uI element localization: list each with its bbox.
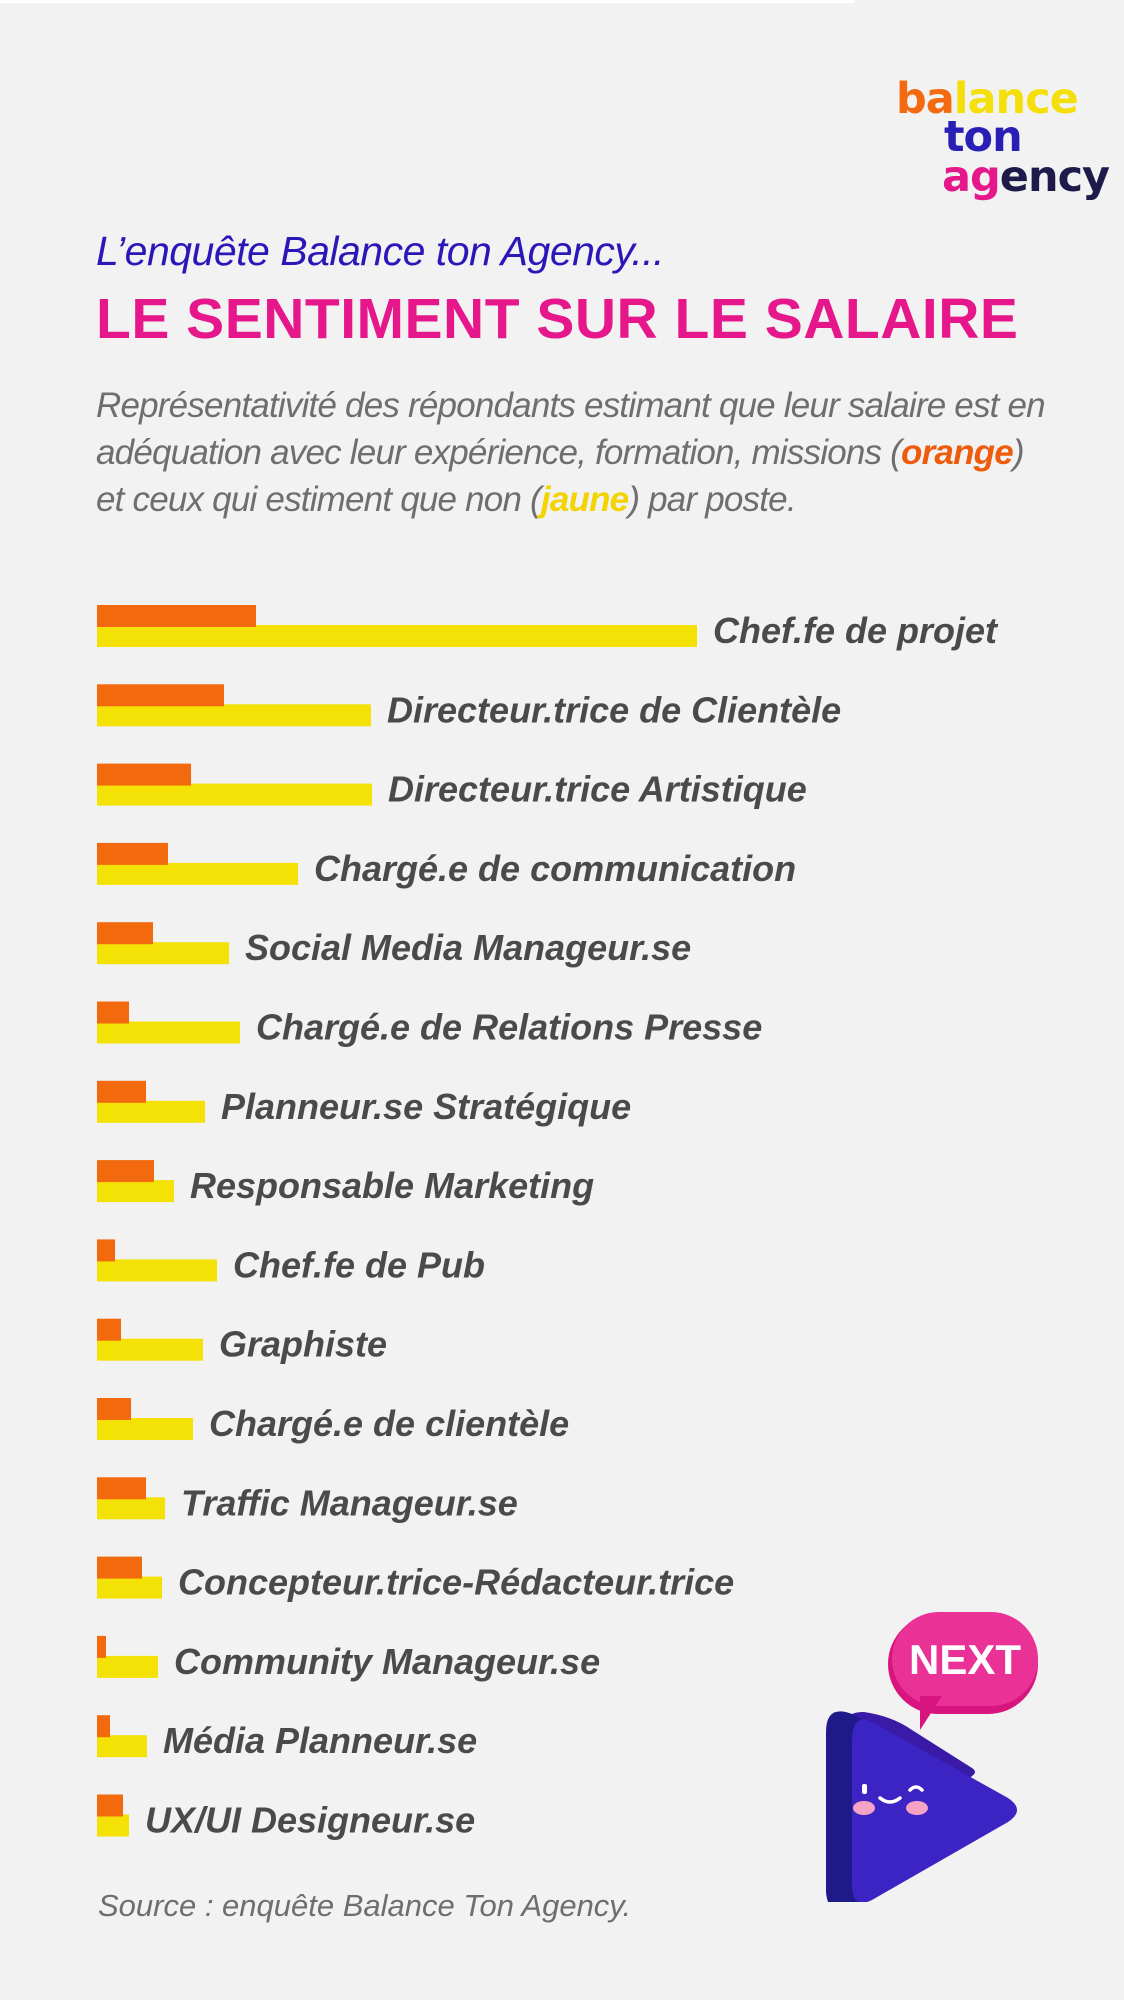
bar-orange-11 xyxy=(97,1477,146,1500)
category-label: Concepteur.trice-Rédacteur.trice xyxy=(178,1562,734,1603)
bar-yellow-13 xyxy=(97,1655,158,1678)
logo-line-3: agency xyxy=(942,152,1110,202)
bar-orange-1 xyxy=(97,684,224,707)
category-label: Responsable Marketing xyxy=(190,1165,594,1206)
category-label: Directeur.trice Artistique xyxy=(388,769,807,810)
bar-yellow-11 xyxy=(97,1497,165,1520)
category-label: Média Planneur.se xyxy=(163,1720,477,1761)
bar-orange-3 xyxy=(97,842,168,865)
bar-orange-15 xyxy=(97,1794,123,1817)
bar-yellow-14 xyxy=(97,1735,147,1758)
bar-orange-7 xyxy=(97,1160,154,1183)
intro-heading: L’enquête Balance ton Agency... xyxy=(96,228,665,274)
bar-orange-5 xyxy=(97,1001,129,1024)
bar-orange-4 xyxy=(97,922,153,945)
next-button-label: NEXT xyxy=(908,1636,1021,1683)
bar-yellow-1 xyxy=(97,704,371,727)
bar-orange-10 xyxy=(97,1398,131,1420)
top-strip xyxy=(0,0,855,3)
chart-description: Représentativité des répondants estimant… xyxy=(96,386,1046,519)
bar-orange-9 xyxy=(97,1318,121,1341)
category-label: Graphiste xyxy=(219,1324,387,1365)
category-label: Directeur.trice de Clientèle xyxy=(387,689,841,730)
bar-yellow-4 xyxy=(97,942,229,965)
bar-yellow-12 xyxy=(97,1576,162,1599)
next-button[interactable]: NEXT xyxy=(812,1612,1044,1902)
bar-yellow-3 xyxy=(97,862,298,885)
logo-line-1: balance xyxy=(896,74,1079,124)
bar-yellow-8 xyxy=(97,1259,217,1282)
bar-yellow-2 xyxy=(97,783,372,806)
bar-orange-8 xyxy=(97,1239,115,1262)
bar-orange-13 xyxy=(97,1635,106,1658)
yellow-legend-word: jaune xyxy=(540,480,629,519)
bar-yellow-10 xyxy=(97,1418,193,1440)
logo-line-2: ton xyxy=(944,112,1023,162)
category-label: UX/UI Designeur.se xyxy=(145,1800,475,1841)
category-label: Chargé.e de communication xyxy=(314,848,796,889)
bar-orange-2 xyxy=(97,763,191,786)
bar-yellow-0 xyxy=(97,625,697,647)
page-title: LE SENTIMENT SUR LE SALAIRE xyxy=(96,287,1019,351)
bar-yellow-9 xyxy=(97,1338,203,1361)
category-label: Planneur.se Stratégique xyxy=(221,1086,631,1127)
bar-yellow-6 xyxy=(97,1100,205,1123)
bar-yellow-15 xyxy=(97,1814,129,1837)
bar-yellow-5 xyxy=(97,1021,240,1044)
bar-orange-0 xyxy=(97,605,256,627)
category-label: Chef.fe de projet xyxy=(713,610,999,651)
orange-legend-word: orange xyxy=(901,433,1014,472)
brand-logo: balance ton agency xyxy=(890,72,1110,202)
next-bubble-highlight xyxy=(892,1612,1038,1706)
play-mascot-icon xyxy=(826,1711,1017,1902)
bar-orange-12 xyxy=(97,1556,142,1579)
category-label: Chargé.e de clientèle xyxy=(209,1403,569,1444)
bar-yellow-7 xyxy=(97,1180,174,1203)
bar-orange-14 xyxy=(97,1715,110,1738)
bar-orange-6 xyxy=(97,1080,146,1103)
category-label: Chef.fe de Pub xyxy=(233,1244,485,1285)
category-label: Community Manageur.se xyxy=(174,1641,600,1682)
source-note: Source : enquête Balance Ton Agency. xyxy=(98,1888,632,1923)
category-label: Social Media Manageur.se xyxy=(245,927,691,968)
category-label: Chargé.e de Relations Presse xyxy=(256,1007,762,1048)
next-bubble-tail xyxy=(920,1696,942,1730)
category-label: Traffic Manageur.se xyxy=(181,1482,518,1523)
